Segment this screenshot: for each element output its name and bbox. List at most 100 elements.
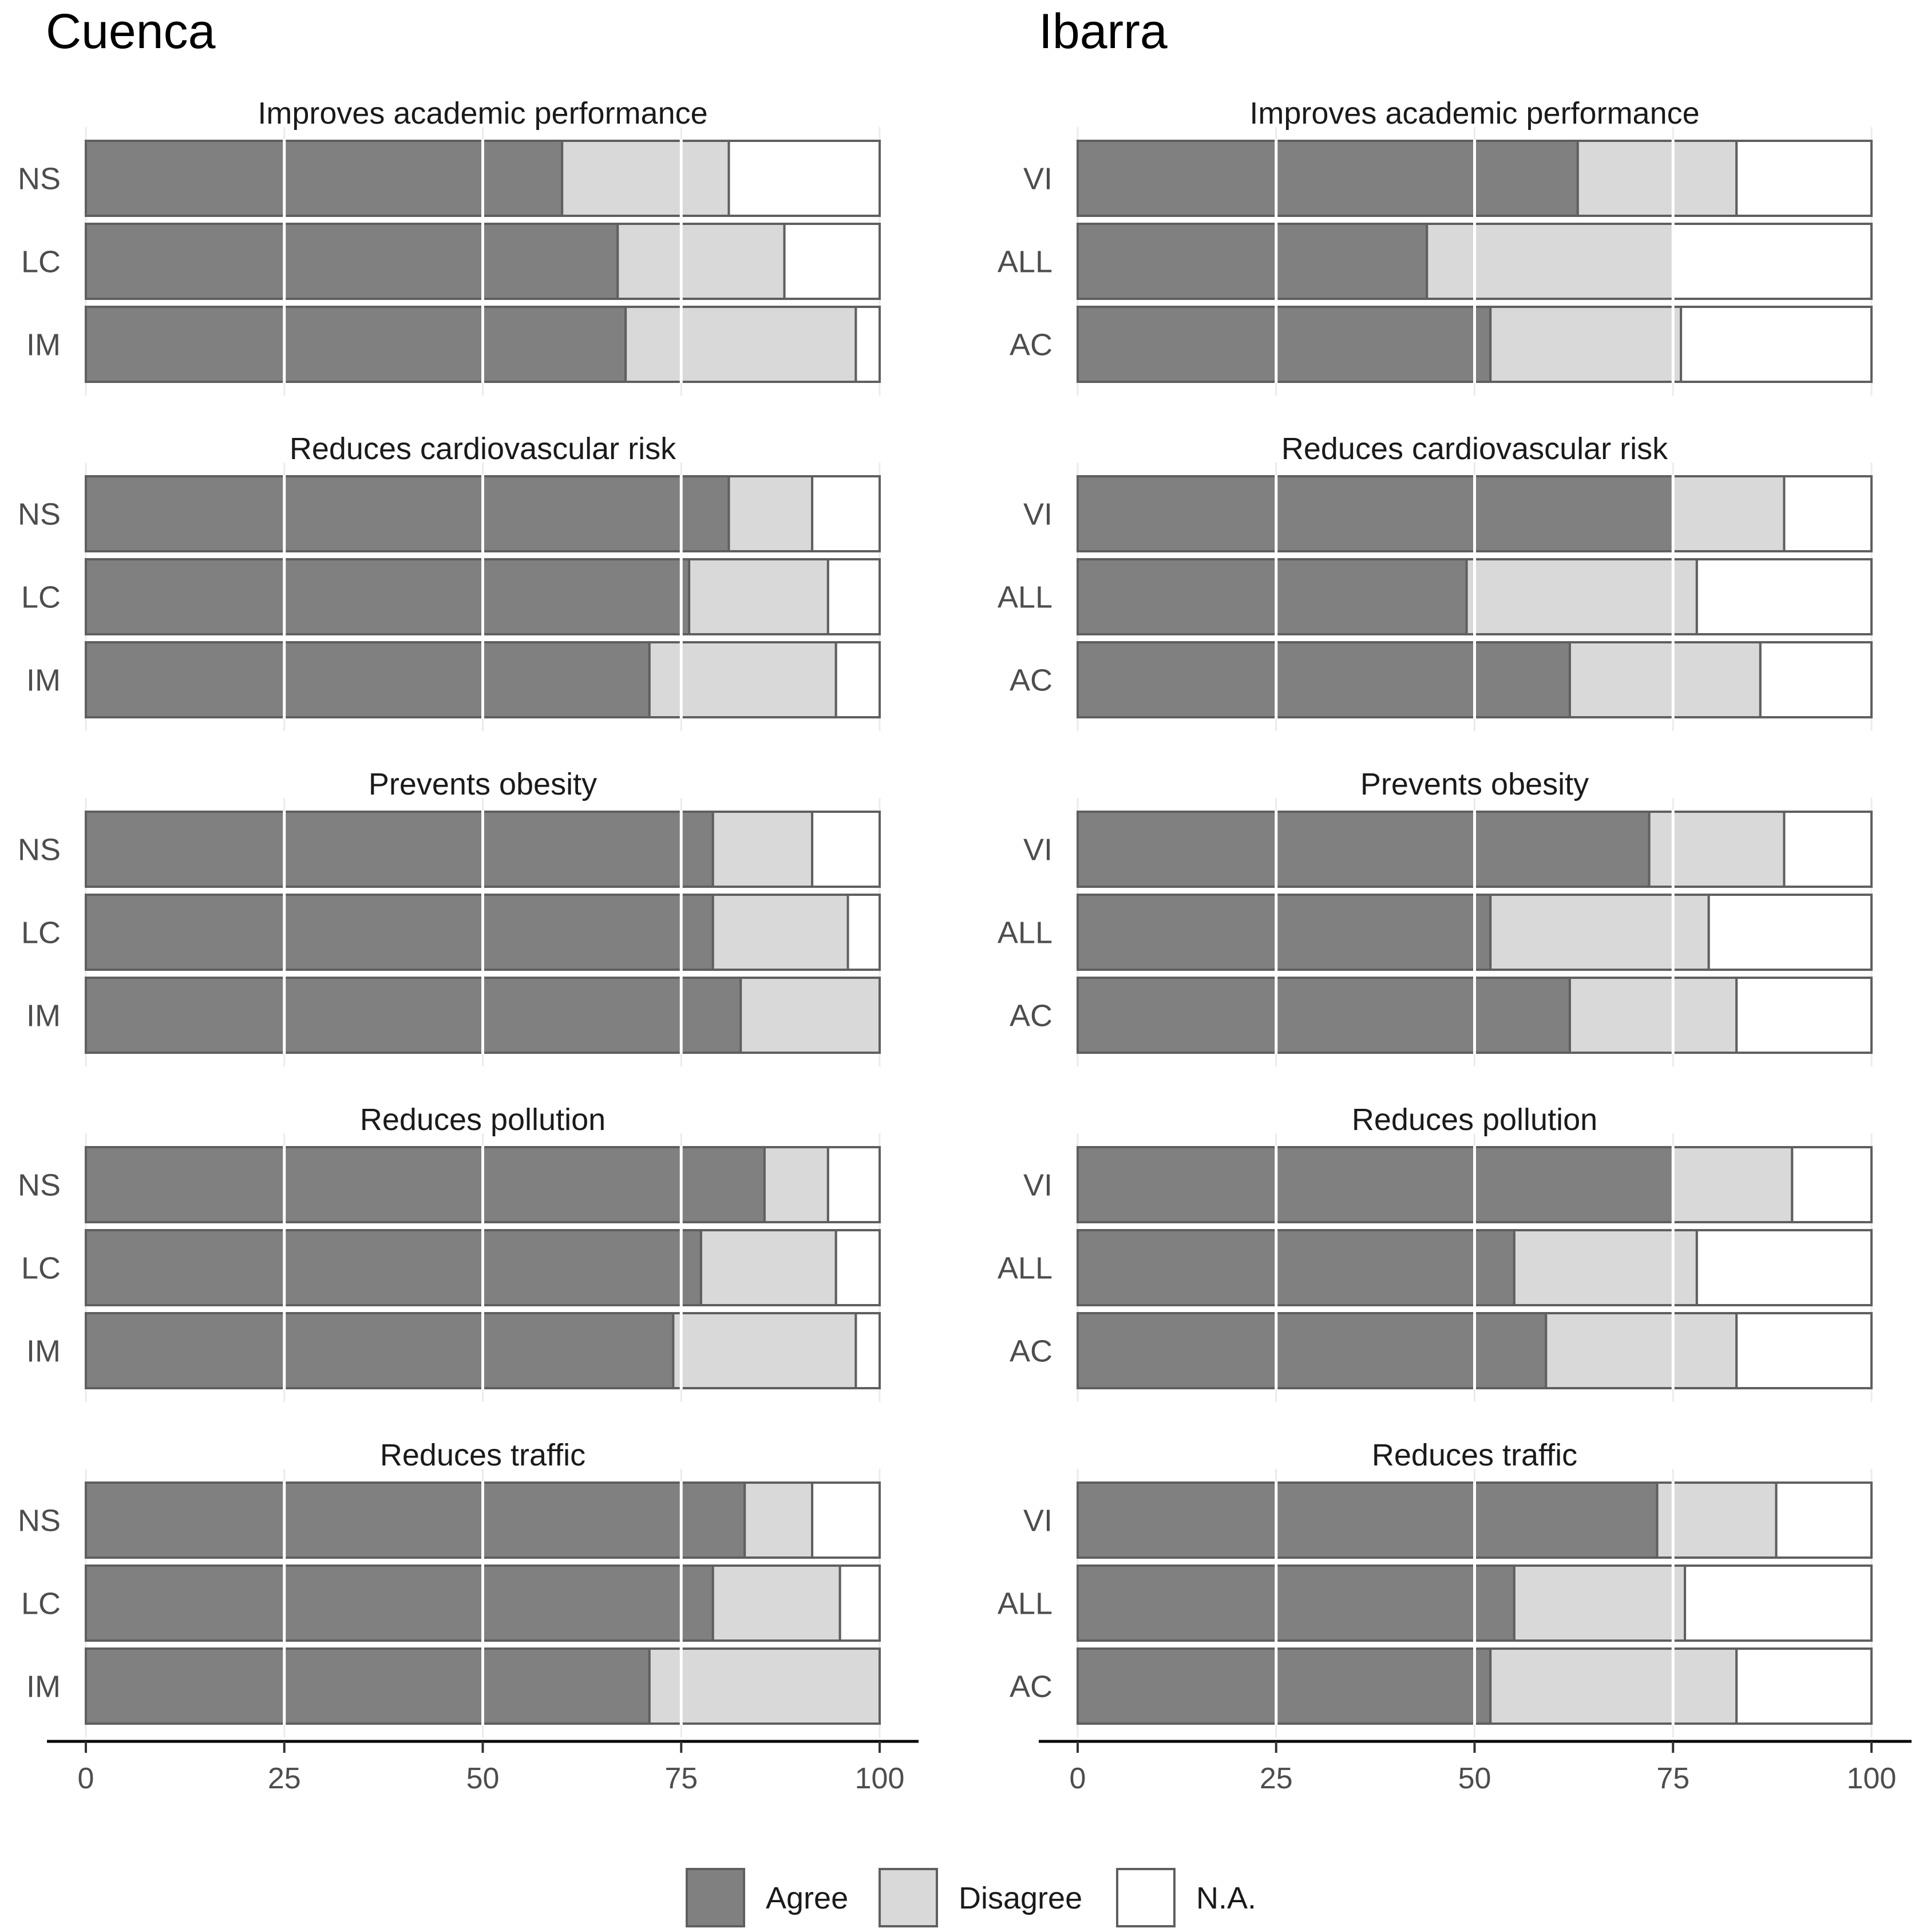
facet: Reduces traffic VI ALL AC [998,1438,1873,1737]
bar-segment-agree [1077,1647,1492,1725]
bar-segment-disagree [561,140,730,217]
bar-segment-disagree [727,475,814,552]
legend-label: Agree [766,1881,848,1915]
bar-segment-disagree [739,977,881,1054]
legend: Agree Disagree N.A. [686,1868,1256,1927]
bar-segment-na [1680,306,1873,383]
bar-group: AC [1010,1647,1873,1725]
bar-segment-disagree [648,641,837,718]
bar-group: AC [1010,641,1873,718]
bar-group: VI [1023,811,1873,888]
facet: Reduces pollution NS LC IM [18,1103,881,1402]
bar-segment-agree [85,1312,675,1389]
panel-title: Cuenca [46,4,216,59]
facet: Prevents obesity VI ALL AC [998,767,1873,1066]
bar-segment-na [1707,894,1873,971]
panel-ibarra: Ibarra Improves academic performance VI ALL… [998,4,1912,1795]
bar-segment-na [1791,1146,1873,1223]
bar-segment-na [826,1146,881,1223]
bar-segment-disagree [1465,558,1698,635]
bar-segment-agree [85,306,627,383]
bar-segment-agree [85,475,730,552]
bar-segment-agree [85,1146,766,1223]
bar-segment-disagree [711,1564,841,1642]
facet: Prevents obesity NS LC IM [18,767,881,1066]
bar-segment-agree [1077,306,1492,383]
bar-segment-disagree [1648,811,1786,888]
legend-key [879,1868,938,1927]
bar-segment-na [727,140,881,217]
bar-label: AC [1010,328,1052,362]
legend-key [686,1868,745,1927]
bar-group: AC [1010,306,1873,383]
bar-label: LC [21,580,61,615]
bar-segment-disagree [1656,1481,1778,1559]
bar-group: IM [26,1312,881,1389]
bar-segment-agree [1077,811,1651,888]
legend-key [1116,1868,1176,1927]
bar-label: LC [21,1251,61,1286]
bar-segment-agree [85,558,691,635]
legend-item: N.A. [1116,1868,1256,1927]
bar-label: VI [1023,1504,1052,1538]
bar-label: LC [21,245,61,279]
facet-title: Reduces pollution [360,1103,606,1137]
legend-label: N.A. [1196,1881,1256,1915]
bar-segment-na [811,1481,881,1559]
x-axis: 0 25 50 75 100 [1039,1740,1912,1795]
bar-group: NS [18,1146,881,1223]
bar-label: AC [1010,1334,1052,1369]
x-tick-label: 50 [466,1762,500,1795]
bar-segment-na [1735,1647,1873,1725]
bar-segment-disagree [1576,140,1738,217]
bar-segment-na [826,558,881,635]
bar-segment-disagree [1513,1229,1698,1306]
bar-segment-agree [85,894,714,971]
bar-group: IM [26,1647,881,1725]
bar-segment-disagree [1568,641,1762,718]
bar-segment-na [783,223,881,300]
facet-title: Prevents obesity [369,767,597,801]
bar-segment-disagree [648,1647,881,1725]
bar-segment-disagree [616,223,786,300]
bar-label: VI [1023,1168,1052,1203]
bar-segment-agree [1077,1564,1516,1642]
facet-title: Reduces pollution [1352,1103,1597,1137]
facet: Reduces pollution VI ALL AC [998,1103,1873,1402]
bar-segment-na [854,306,881,383]
bar-label: IM [26,999,61,1033]
facet: Improves academic performance NS LC IM [18,96,881,396]
bar-group: LC [21,894,881,971]
bar-segment-na [846,894,881,971]
bar-segment-na [1695,558,1873,635]
facet: Reduces cardiovascular risk VI ALL AC [998,432,1873,731]
bar-label: ALL [998,245,1052,279]
bar-segment-na [1735,140,1873,217]
bar-label: IM [26,663,61,698]
bar-segment-disagree [1672,475,1786,552]
bar-segment-na [811,475,881,552]
facet-title: Reduces cardiovascular risk [1281,432,1668,466]
bar-group: VI [1023,475,1873,552]
bar-segment-disagree [1545,1312,1738,1389]
x-tick-label: 75 [664,1762,698,1795]
bar-segment-disagree [1672,1146,1794,1223]
bar-segment-na [1775,1481,1873,1559]
bar-group: VI [1023,140,1873,217]
bar-segment-disagree [1426,223,1675,300]
bar-segment-agree [85,1564,714,1642]
bar-label: NS [18,833,61,867]
bar-group: NS [18,1481,881,1559]
bar-label: AC [1010,999,1052,1033]
bar-group: IM [26,977,881,1054]
bar-segment-agree [85,977,742,1054]
bar-segment-na [1735,977,1873,1054]
bar-label: NS [18,1504,61,1538]
x-tick-label: 25 [1260,1762,1293,1795]
bar-segment-agree [1077,641,1571,718]
facet: Reduces cardiovascular risk NS LC IM [18,432,881,731]
bar-label: IM [26,1670,61,1704]
x-tick-label: 0 [78,1762,94,1795]
bar-segment-disagree [1489,894,1710,971]
bar-segment-agree [85,1647,651,1725]
